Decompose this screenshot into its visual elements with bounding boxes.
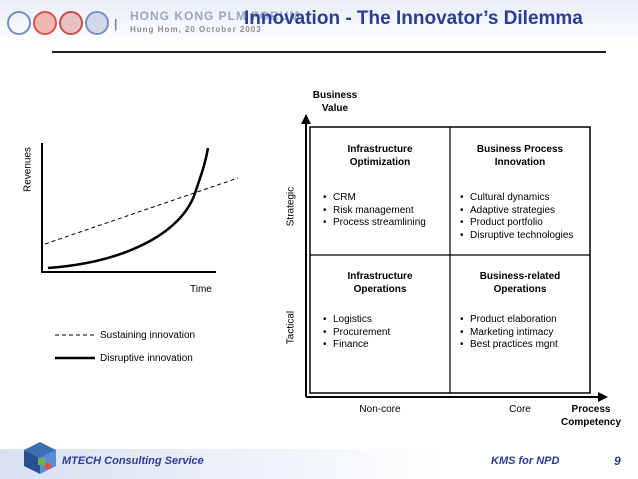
row-label-strategic: Strategic [285,186,297,227]
matrix-x-arrowhead [598,392,608,402]
cell-business-process-innovation-title: Business Process Innovation [476,144,564,168]
disruptive-innovation-curve [47,147,210,270]
list-item: Disruptive technologies [460,230,573,243]
cell-infrastructure-optimization-title: Infrastructure Optimization [347,144,413,168]
list-item: Marketing intimacy [460,327,558,340]
list-item: CRM [323,192,426,205]
list-item: Risk management [323,205,426,218]
process-competency-axis-title: Process Competency [560,404,621,428]
footer-topic: KMS for NPD [491,455,560,467]
cell-infrastructure-optimization-list: CRM Risk management Process streamlining [323,192,426,230]
business-value-axis-title: Business Value [312,90,358,114]
matrix-y-arrowhead [301,114,311,124]
svg-text:|: | [114,17,117,31]
col-label-non-core: Non-core [359,404,401,415]
list-item: Product portfolio [460,217,573,230]
list-item: Process streamlining [323,217,426,230]
cell-infrastructure-operations-title: Infrastructure Operations [347,271,413,295]
list-item: Procurement [323,327,390,340]
cell-business-related-operations-title: Business-related Operations [479,271,561,295]
mtech-logo-icon [24,442,56,474]
forum-title: HONG KONG PLM FORUM [130,9,301,23]
cell-infrastructure-operations-list: Logistics Procurement Finance [323,314,390,352]
list-item: Finance [323,339,390,352]
forum-subtitle: Hung Hom, 20 October 2003 [130,25,262,34]
slide-title: Innovation - The Innovator’s Dilemma [244,8,583,29]
legend-sustaining-label: Sustaining innovation [100,330,196,341]
company-name: MTECH Consulting Service [62,455,204,467]
row-label-tactical: Tactical [285,310,297,345]
footer-band [0,449,638,479]
list-item: Best practices mgnt [460,339,558,352]
legend-disruptive-label: Disruptive innovation [100,353,193,364]
title-divider [52,51,606,53]
sustaining-innovation-line [44,177,239,245]
list-item: Product elaboration [460,314,558,327]
page-number: 9 [614,454,621,468]
forum-logo: | [7,11,117,35]
cell-business-process-innovation-list: Cultural dynamics Adaptive strategies Pr… [460,192,573,242]
list-item: Logistics [323,314,390,327]
chart-y-label: Revenues [22,146,34,193]
col-label-core: Core [509,404,531,415]
list-item: Adaptive strategies [460,205,573,218]
list-item: Cultural dynamics [460,192,573,205]
chart-x-label: Time [190,284,212,295]
cell-business-related-operations-list: Product elaboration Marketing intimacy B… [460,314,558,352]
